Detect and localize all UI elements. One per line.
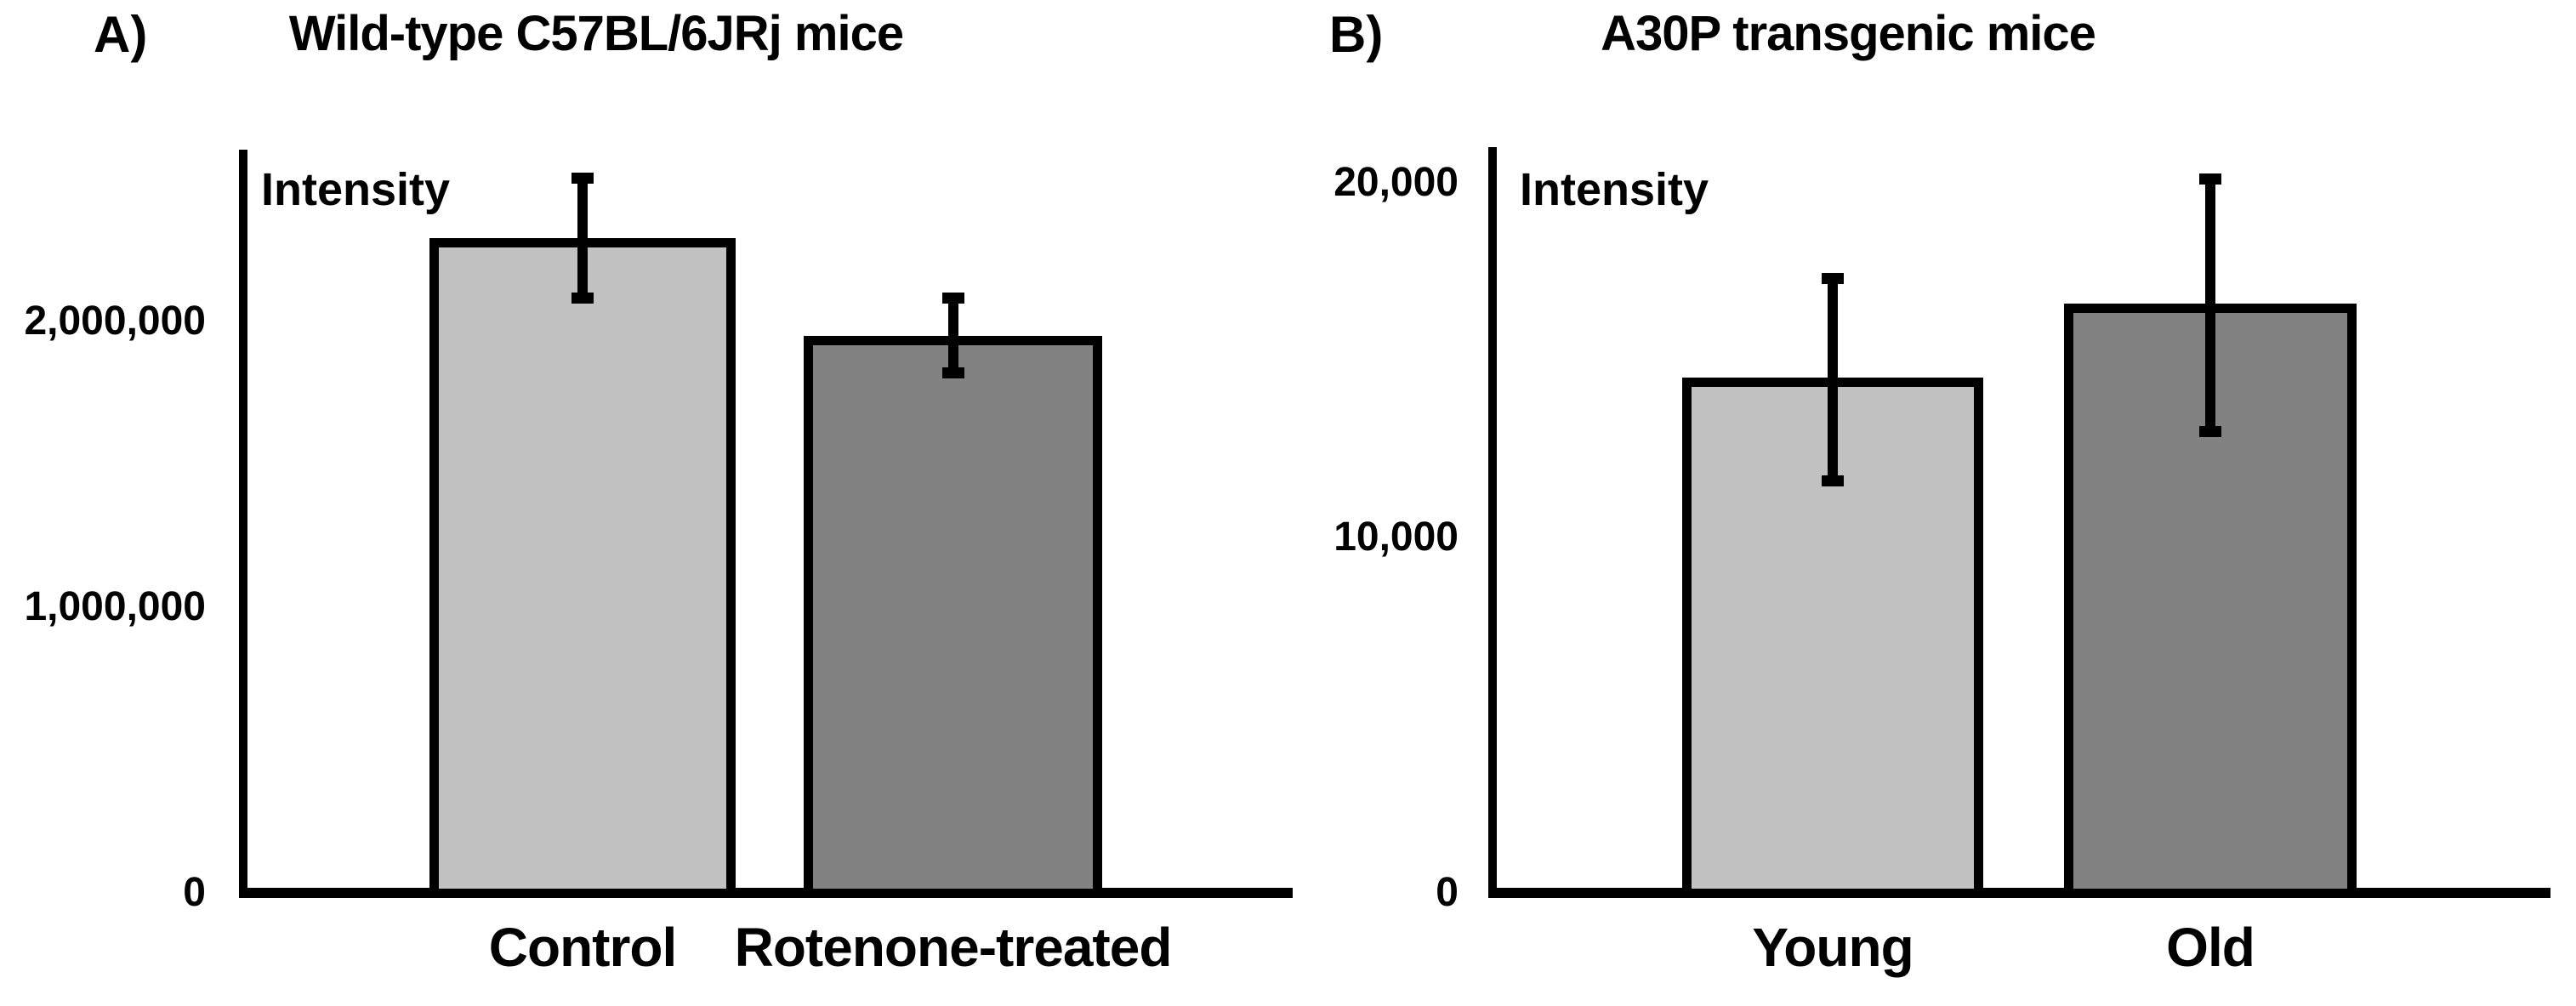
x-category-label: Rotenone-treated [734, 917, 1173, 978]
bar-control [429, 238, 736, 898]
error-bar-line [947, 298, 958, 373]
x-axis-line [239, 888, 1293, 898]
bar-rotenone-treated [804, 335, 1102, 898]
x-axis-line [1488, 888, 2550, 898]
panel-a-title: Wild-type C57BL/6JRj mice [288, 6, 904, 61]
y-tick-label: 0 [1436, 870, 1459, 915]
x-category-label: Control [488, 917, 678, 978]
y-tick-label: 1,000,000 [24, 583, 206, 629]
y-axis-line [239, 150, 247, 898]
x-category-label: Young [1752, 917, 1914, 978]
error-bar-bottom-cap [571, 293, 594, 304]
y-axis-label: Intensity [1520, 164, 1709, 215]
y-tick-label: 0 [183, 870, 206, 915]
error-bar-line [1828, 278, 1838, 481]
y-tick-label: 20,000 [1333, 159, 1459, 205]
y-tick-label: 10,000 [1333, 514, 1459, 560]
x-category-label: Old [2166, 917, 2255, 978]
error-bar-line [2205, 179, 2215, 432]
error-bar-line [577, 178, 588, 298]
error-bar-bottom-cap [1822, 475, 1844, 487]
panel-a-letter: A) [94, 6, 148, 63]
error-bar-top-cap [1822, 273, 1844, 285]
error-bar-top-cap [2199, 173, 2221, 185]
error-bar-bottom-cap [941, 367, 964, 378]
panel-b-letter: B) [1329, 6, 1384, 63]
panel-b-title: A30P transgenic mice [1601, 6, 2096, 61]
error-bar-top-cap [571, 173, 594, 185]
error-bar-bottom-cap [2199, 425, 2221, 437]
y-axis-line [1488, 147, 1497, 898]
error-bar-top-cap [941, 293, 964, 304]
y-axis-label: Intensity [261, 164, 451, 215]
y-tick-label: 2,000,000 [24, 298, 206, 344]
